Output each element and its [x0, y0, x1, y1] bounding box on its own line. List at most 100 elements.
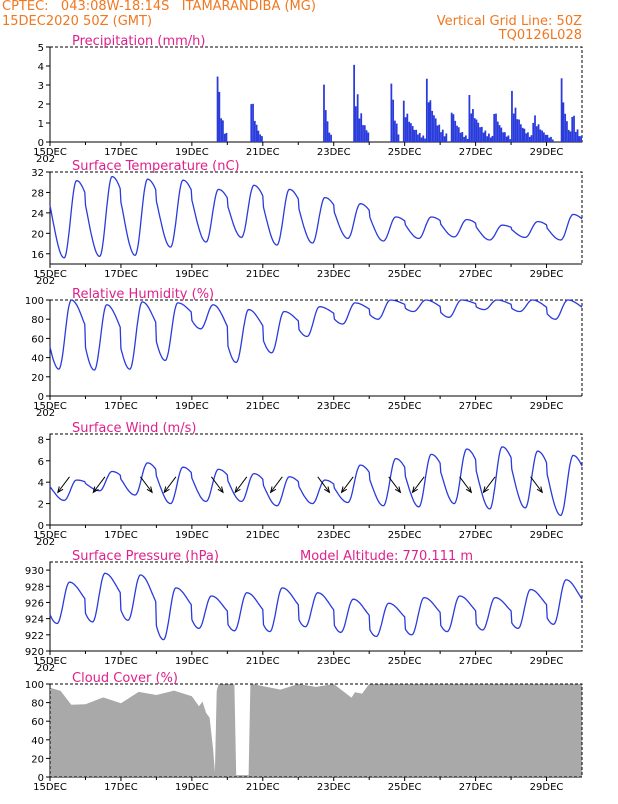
- precip-bar: [457, 127, 460, 142]
- precip-bar: [551, 139, 554, 142]
- y-tick-label: 4: [38, 478, 44, 489]
- precip-bar: [564, 113, 567, 142]
- precip-bar: [516, 119, 519, 142]
- x-tick-label: 15DEC: [33, 269, 67, 280]
- precip-bar: [420, 137, 423, 142]
- precip-bar: [225, 132, 228, 142]
- wind-arrow-head: [411, 486, 418, 494]
- panel-title: Surface Pressure (hPa): [72, 549, 219, 564]
- y-tick-label: 8: [38, 435, 44, 446]
- wind-arrow-shaft: [270, 476, 283, 493]
- wind-arrow: [163, 476, 177, 494]
- wind-arrow-shaft: [210, 476, 224, 493]
- wind-arrow-shaft: [317, 476, 330, 493]
- precip-bar: [502, 132, 504, 142]
- precip-bar: [438, 124, 441, 142]
- wind-arrow-shaft: [234, 476, 248, 493]
- station-title: CPTEC: 043:08W-18:14S ITAMARANDIBA (MG): [2, 0, 316, 14]
- precip-bar: [253, 120, 256, 142]
- x-tick-label: 15DEC: [33, 530, 67, 541]
- panel-title: Precipitation (mm/h): [72, 34, 205, 49]
- precip-bar: [500, 127, 503, 142]
- precip-bar: [424, 138, 426, 142]
- run-id: TQ0126L028: [498, 28, 582, 43]
- precip-bar: [470, 113, 473, 142]
- x-tick-label: 29DEC: [530, 269, 564, 280]
- x-tick-label: 21DEC: [246, 656, 280, 667]
- wind-arrow-shaft: [140, 476, 153, 493]
- y-tick-label: 3: [38, 81, 44, 92]
- precip-bar: [459, 132, 462, 142]
- y-tick-label: 28: [31, 188, 44, 199]
- precip-bar: [454, 120, 457, 142]
- x-tick-label: 21DEC: [246, 530, 280, 541]
- precip-bar: [493, 113, 496, 142]
- precip-bar: [491, 135, 494, 142]
- precip-bar: [356, 94, 359, 142]
- wind-arrow-head: [324, 486, 331, 494]
- wind-arrow-shaft: [412, 476, 425, 493]
- precip-bar: [525, 133, 528, 142]
- precip-bar: [498, 125, 501, 142]
- run-date: 15DEC2020 50Z (GMT): [2, 14, 153, 29]
- x-tick-label: 19DEC: [175, 656, 209, 667]
- precip-bar: [261, 136, 263, 142]
- precip-bar: [425, 78, 428, 142]
- y-tick-label: 32: [31, 168, 44, 179]
- wind-arrow-head: [394, 486, 402, 494]
- precip-bar: [222, 120, 224, 142]
- precip-bar: [535, 126, 538, 142]
- precip-bar: [433, 115, 435, 142]
- wind-arrow-shaft: [483, 476, 496, 493]
- precip-bar: [576, 129, 579, 142]
- y-tick-label: 0: [38, 138, 44, 149]
- precip-bar: [402, 100, 405, 142]
- series-line: [49, 299, 583, 371]
- x-tick-label: 23DEC: [317, 269, 351, 280]
- precip-bar: [541, 130, 543, 142]
- precip-bar: [537, 124, 540, 142]
- y-tick-label: 60: [31, 717, 44, 728]
- wind-arrow-head: [92, 486, 99, 494]
- x-tick-label: 23DEC: [317, 401, 351, 412]
- x-tick-label: 19DEC: [175, 530, 209, 541]
- y-tick-label: 4: [38, 62, 44, 73]
- precip-bar: [323, 84, 325, 142]
- precip-bar: [436, 125, 439, 142]
- y-tick-label: 6: [38, 457, 44, 468]
- x-tick-label: 23DEC: [317, 530, 351, 541]
- precip-bar: [443, 136, 446, 142]
- x-sub-label: 202: [36, 276, 55, 287]
- precip-bar: [574, 131, 577, 142]
- series-line: [49, 572, 583, 641]
- precip-bar: [411, 126, 414, 142]
- precip-bar: [495, 113, 497, 142]
- panel-title: Surface Wind (m/s): [72, 421, 196, 436]
- y-tick-label: 1: [38, 119, 44, 130]
- y-tick-label: 2: [38, 100, 44, 111]
- wind-arrow-head: [163, 486, 170, 494]
- precip-bar: [550, 136, 552, 142]
- y-tick-label: 60: [31, 334, 44, 345]
- wind-arrow-shaft: [341, 476, 354, 493]
- precip-bar: [566, 121, 568, 142]
- wind-arrow-head: [340, 486, 348, 494]
- panel-title: Cloud Cover (%): [72, 671, 178, 686]
- precip-bar: [413, 129, 416, 142]
- x-tick-label: 25DEC: [388, 656, 422, 667]
- x-tick-label: 27DEC: [459, 656, 493, 667]
- precip-bar: [427, 102, 430, 142]
- y-tick-label: 2: [38, 500, 44, 511]
- x-tick-label: 15DEC: [33, 782, 67, 793]
- precipitation-panel: 0 1 2 3 4 5 15DEC 17DEC 19DEC 21DEC 23DEC 25DEC 27DE…: [33, 34, 583, 165]
- precip-bar: [573, 115, 575, 142]
- plot-frame-top: [49, 683, 583, 778]
- y-tick-label: 20: [31, 373, 44, 384]
- x-tick-label: 29DEC: [530, 401, 564, 412]
- wind-arrow-head: [217, 486, 224, 494]
- y-tick-label: 928: [25, 582, 44, 593]
- precip-bar: [218, 91, 221, 142]
- x-tick-label: 21DEC: [246, 269, 280, 280]
- precip-bar: [496, 121, 499, 142]
- wind-arrow: [317, 476, 331, 494]
